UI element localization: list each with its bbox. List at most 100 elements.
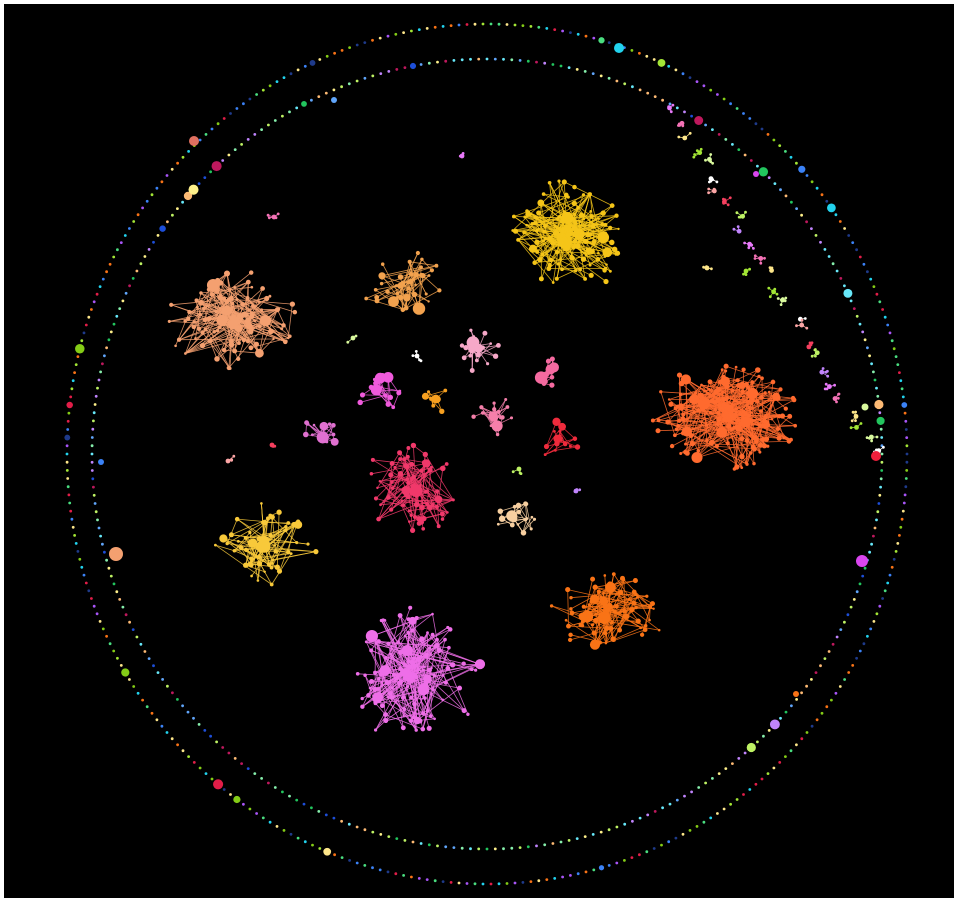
node (555, 217, 560, 221)
node (360, 704, 365, 709)
node (474, 659, 486, 670)
node (589, 213, 594, 219)
node (700, 383, 703, 387)
node (238, 545, 244, 550)
ring-node (166, 684, 169, 688)
edge (546, 438, 576, 447)
ring-node (638, 816, 642, 820)
node (399, 666, 402, 669)
ring-node (348, 46, 351, 49)
ring-node (661, 98, 664, 102)
ring-node (905, 444, 909, 448)
node (850, 419, 854, 423)
ring-node (183, 191, 193, 201)
node (486, 362, 490, 366)
node (806, 344, 812, 350)
small-component (732, 225, 742, 234)
node (211, 285, 215, 288)
node (406, 659, 411, 664)
ring-node (810, 227, 813, 231)
ring-node (575, 68, 579, 71)
node (682, 135, 688, 141)
ring-node (878, 300, 882, 304)
node (865, 436, 869, 439)
node (414, 283, 417, 287)
node (406, 664, 412, 670)
node (288, 334, 292, 338)
ring-node (583, 835, 587, 838)
ring-node (722, 807, 726, 811)
ring-node (273, 119, 277, 122)
node (495, 432, 500, 437)
small-component (753, 254, 766, 265)
edge (727, 367, 737, 411)
node (735, 378, 740, 383)
ring-node (886, 581, 890, 585)
cluster-crimson-center-nodes (369, 442, 455, 533)
ring-hub-node (856, 555, 868, 567)
ring-node (318, 58, 322, 61)
node (412, 663, 417, 668)
node (754, 389, 758, 393)
cluster-crimson-center (369, 442, 455, 533)
node (680, 416, 686, 422)
small-component (865, 434, 879, 443)
ring-node (409, 62, 417, 70)
edge (264, 522, 289, 524)
ring-node (805, 174, 809, 177)
node (739, 453, 745, 460)
node (716, 423, 720, 426)
cluster-violet-left (357, 371, 402, 410)
edge (376, 292, 398, 302)
ring-node (160, 180, 164, 184)
node (510, 523, 514, 527)
node (538, 276, 544, 282)
ring-node (156, 234, 160, 237)
edge (512, 181, 565, 231)
node (243, 312, 249, 318)
node (271, 561, 274, 565)
ring-node (903, 493, 907, 497)
edge (685, 443, 755, 450)
node (541, 239, 545, 243)
ring-node (210, 127, 214, 131)
node (530, 515, 534, 519)
ring-node (675, 798, 679, 802)
node (419, 265, 423, 270)
node (248, 563, 254, 568)
node (727, 418, 732, 423)
node (525, 211, 531, 217)
edge (380, 387, 394, 408)
node (534, 239, 540, 246)
ring-node (858, 255, 862, 259)
edge (212, 286, 295, 313)
node (578, 212, 584, 218)
node (790, 395, 796, 401)
node (697, 150, 703, 156)
node (698, 394, 705, 401)
node (609, 203, 615, 208)
ring-node (688, 76, 692, 79)
node (523, 517, 528, 522)
ring-node (861, 330, 865, 334)
node (228, 532, 234, 538)
node (760, 436, 766, 442)
ring-node (875, 612, 879, 616)
node (779, 413, 786, 419)
ring-node (94, 394, 98, 398)
node (602, 603, 608, 609)
node (207, 339, 213, 344)
node (563, 237, 568, 243)
edge (589, 194, 606, 257)
ring-node (709, 816, 713, 820)
ring-node (136, 213, 140, 217)
node (412, 514, 418, 520)
ring-node (690, 790, 693, 794)
ring-node (165, 174, 169, 177)
node (572, 231, 576, 235)
node (247, 541, 252, 547)
edge (574, 221, 591, 266)
node (753, 257, 757, 260)
node (543, 453, 547, 457)
node (236, 539, 240, 543)
